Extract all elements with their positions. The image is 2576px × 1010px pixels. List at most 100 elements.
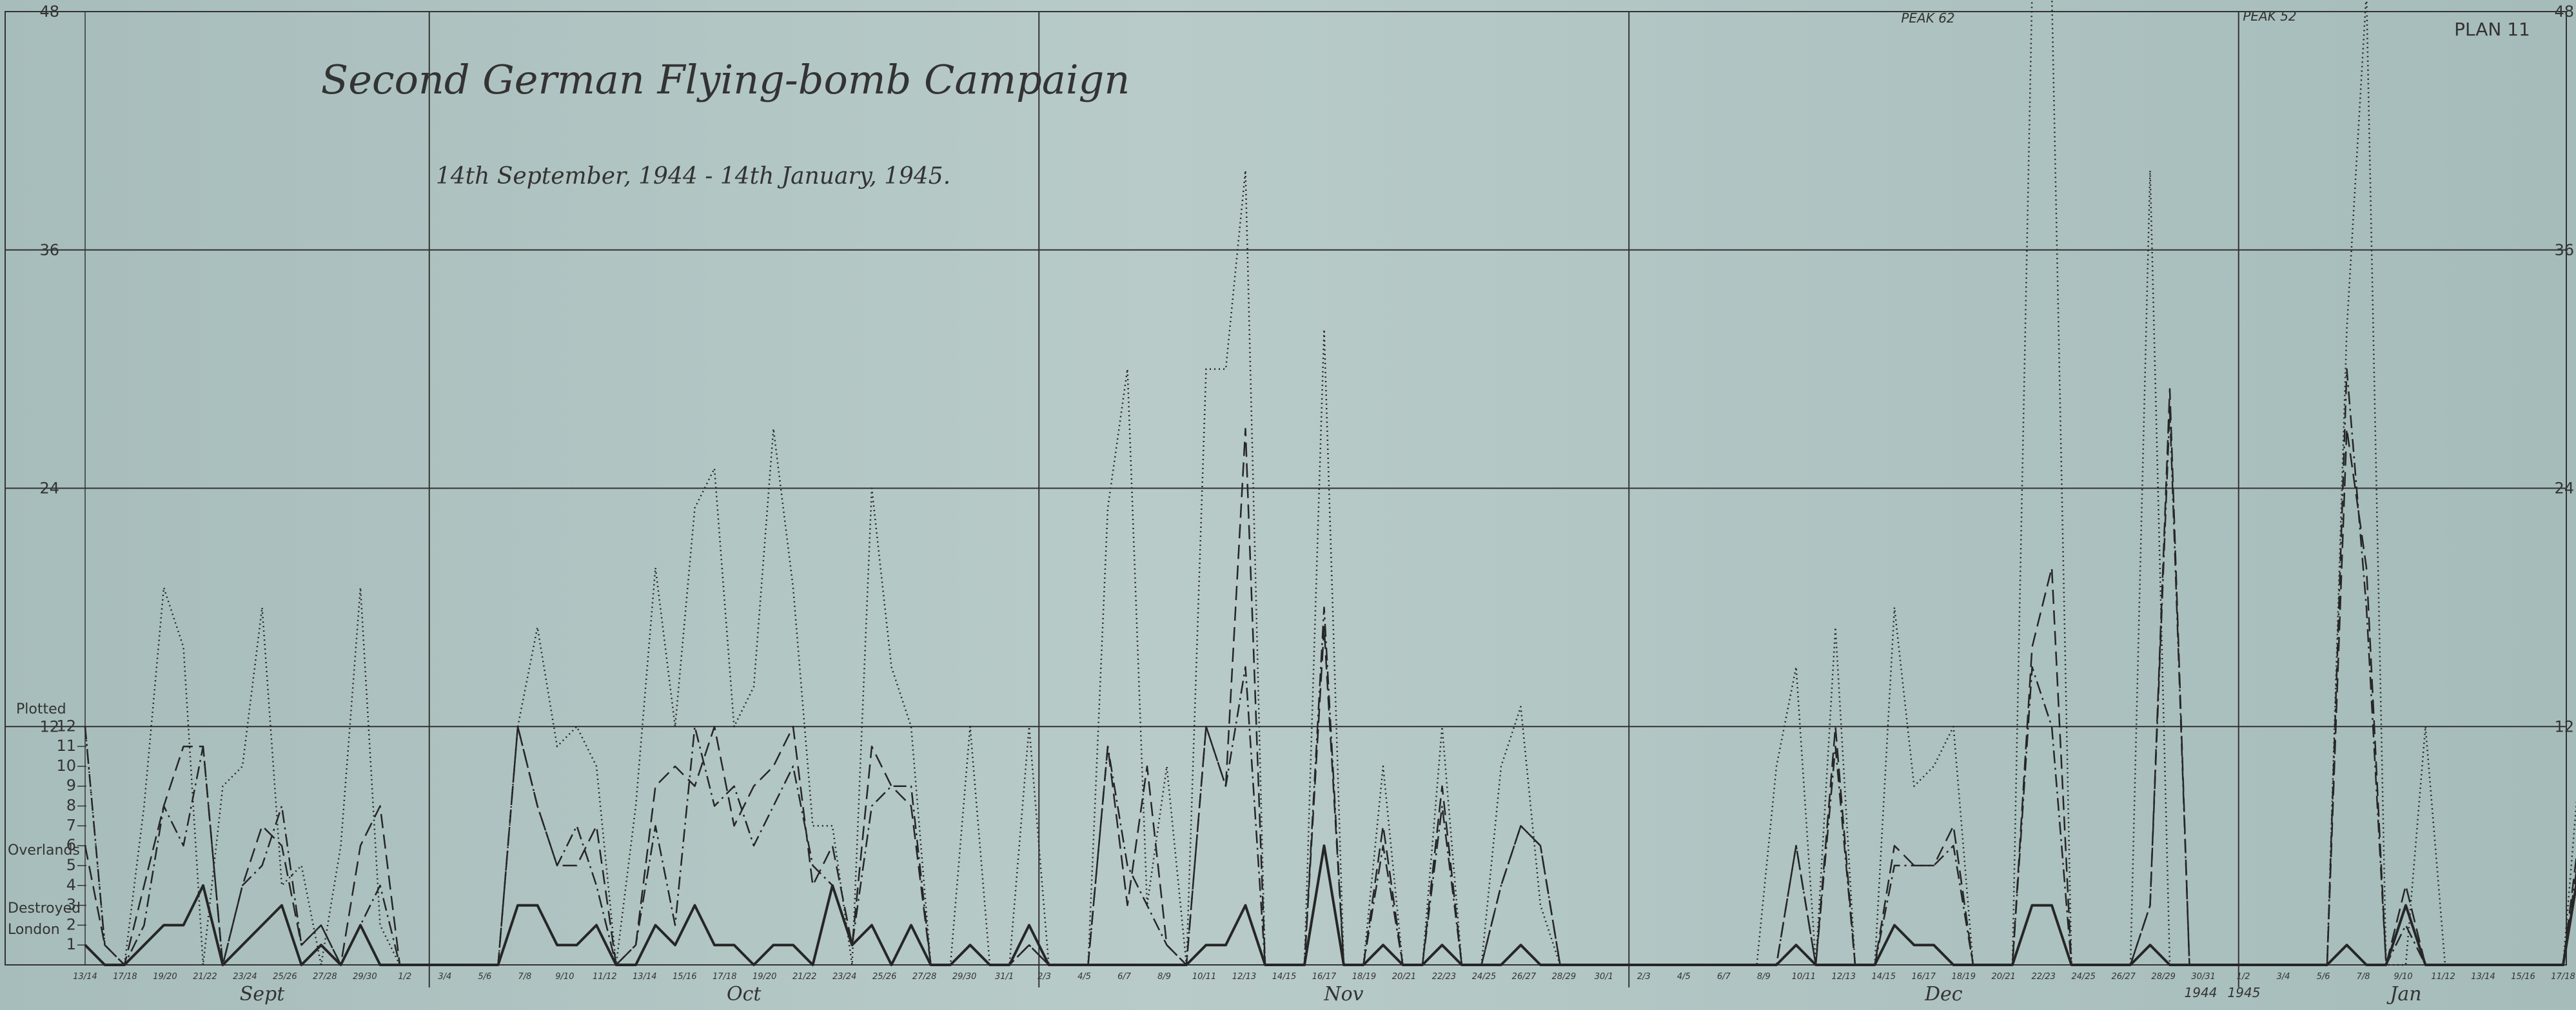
y-minor-label-9: 9 bbox=[66, 777, 76, 795]
x-tick-label: 3/4 bbox=[2277, 972, 2290, 982]
x-tick-label: 16/17 bbox=[1912, 972, 1936, 982]
plan-label: PLAN 11 bbox=[2454, 19, 2530, 40]
x-tick-label: 6/7 bbox=[1717, 972, 1731, 982]
y-minor-label-4: 4 bbox=[66, 876, 76, 894]
month-label-jan: Jan bbox=[2386, 983, 2421, 1005]
x-tick-label: 13/14 bbox=[73, 972, 97, 982]
x-tick-label: 25/26 bbox=[872, 972, 896, 982]
y-tick-label-24: 24 bbox=[39, 480, 59, 498]
x-tick-label: 29/30 bbox=[353, 972, 377, 982]
x-tick-label: 19/20 bbox=[752, 972, 776, 982]
month-label-oct: Oct bbox=[727, 983, 762, 1005]
x-tick-label: 27/28 bbox=[313, 972, 337, 982]
month-label-sept: Sept bbox=[240, 983, 286, 1005]
y-tick-label-right-48: 48 bbox=[2554, 3, 2574, 21]
x-tick-label: 12/13 bbox=[1232, 972, 1256, 982]
x-tick-label: 16/17 bbox=[1312, 972, 1337, 982]
x-tick-label: 12/13 bbox=[1832, 972, 1856, 982]
x-tick-label: 17/18 bbox=[2551, 972, 2575, 982]
x-tick-label: 25/26 bbox=[273, 972, 297, 982]
x-tick-label: 14/15 bbox=[1272, 972, 1296, 982]
series-line-london bbox=[84, 844, 2576, 966]
x-tick-label: 15/16 bbox=[2511, 972, 2535, 982]
series-lines bbox=[84, 0, 2576, 966]
x-tick-label: 26/27 bbox=[1512, 972, 1537, 982]
x-tick-label: 22/23 bbox=[1432, 972, 1456, 982]
y-tick-label-48: 48 bbox=[39, 3, 59, 21]
peak-annotation-1: PEAK 62 bbox=[1901, 10, 1954, 26]
x-tick-label: 1/2 bbox=[2237, 972, 2250, 982]
legend-destroyed: Destroyed bbox=[8, 900, 81, 917]
x-tick-label: 8/9 bbox=[1157, 972, 1171, 982]
chart-title: Second German Flying-bomb Campaign bbox=[321, 56, 1130, 103]
y-minor-label-8: 8 bbox=[66, 797, 76, 815]
x-tick-label: 23/24 bbox=[832, 972, 856, 982]
x-tick-label: 26/27 bbox=[2111, 972, 2136, 982]
x-tick-label: 11/12 bbox=[2431, 972, 2455, 982]
x-tick-label: 18/19 bbox=[1952, 972, 1976, 982]
x-tick-label: 5/6 bbox=[2317, 972, 2330, 982]
x-tick-label: 30/1 bbox=[1595, 972, 1613, 982]
y-tick-label-right-12: 12 bbox=[2554, 717, 2574, 735]
month-label-dec: Dec bbox=[1924, 983, 1963, 1005]
y-minor-label-12: 12 bbox=[56, 717, 76, 735]
x-tick-label: 28/29 bbox=[2151, 972, 2175, 982]
x-tick-label: 20/21 bbox=[1392, 972, 1416, 982]
x-tick-label: 1/2 bbox=[398, 972, 411, 982]
x-tick-label: 2/3 bbox=[1637, 972, 1651, 982]
x-tick-label: 4/5 bbox=[1077, 972, 1091, 982]
x-tick-label: 13/14 bbox=[633, 972, 656, 982]
x-tick-label: 10/11 bbox=[1192, 972, 1216, 982]
x-tick-label: 2/3 bbox=[1037, 972, 1051, 982]
x-tick-label: 4/5 bbox=[1677, 972, 1691, 982]
x-tick-label: 5/6 bbox=[478, 972, 491, 982]
y-minor-label-7: 7 bbox=[66, 816, 76, 834]
x-tick-label: 20/21 bbox=[1991, 972, 2015, 982]
x-tick-label: 27/28 bbox=[912, 972, 936, 982]
month-label-nov: Nov bbox=[1323, 983, 1363, 1005]
x-tick-label: 9/10 bbox=[555, 972, 574, 982]
peak-annotation-2: PEAK 52 bbox=[2243, 8, 2296, 24]
y-tick-label-12: 12 bbox=[39, 717, 59, 735]
x-tick-label: 15/16 bbox=[673, 972, 696, 982]
y-minor-label-11: 11 bbox=[56, 737, 76, 755]
x-tick-label: 7/8 bbox=[2357, 972, 2370, 982]
x-tick-label: 18/19 bbox=[1352, 972, 1376, 982]
chart-subtitle: 14th September, 1944 - 14th January, 194… bbox=[436, 163, 950, 189]
x-tick-label: 19/20 bbox=[153, 972, 177, 982]
y-minor-label-1: 1 bbox=[66, 935, 76, 953]
y-minor-label-3: 3 bbox=[66, 896, 76, 914]
y-tick-label-36: 36 bbox=[39, 241, 59, 259]
y-tick-label-right-24: 24 bbox=[2554, 480, 2574, 498]
x-tick-label: 31/1 bbox=[995, 972, 1014, 982]
y-minor-label-6: 6 bbox=[66, 836, 76, 854]
x-tick-label: 14/15 bbox=[1872, 972, 1896, 982]
y-minor-label-2: 2 bbox=[66, 915, 76, 933]
x-tick-label: 7/8 bbox=[518, 972, 531, 982]
x-tick-label: 17/18 bbox=[713, 972, 736, 982]
y-tick-label-right-36: 36 bbox=[2554, 241, 2574, 259]
x-tick-label: 21/22 bbox=[193, 972, 217, 982]
x-tick-label: 8/9 bbox=[1757, 972, 1771, 982]
x-tick-label: 29/30 bbox=[952, 972, 976, 982]
x-tick-label: 17/18 bbox=[113, 972, 137, 982]
x-tick-label: 13/14 bbox=[2471, 972, 2495, 982]
x-tick-label: 10/11 bbox=[1792, 972, 1816, 982]
x-tick-label: 28/29 bbox=[1552, 972, 1576, 982]
x-tick-label: 21/22 bbox=[792, 972, 816, 982]
x-tick-label: 22/23 bbox=[2031, 972, 2055, 982]
x-tick-label: 9/10 bbox=[2394, 972, 2412, 982]
legend-overlands: Overlands bbox=[8, 842, 80, 859]
x-tick-label: 24/25 bbox=[1472, 972, 1496, 982]
x-tick-label: 30/31 bbox=[2191, 972, 2215, 982]
year-label-1944: 1944 bbox=[2185, 985, 2217, 1000]
x-tick-label: 11/12 bbox=[593, 972, 616, 982]
legend-london: London bbox=[8, 922, 60, 938]
x-tick-label: 24/25 bbox=[2071, 972, 2095, 982]
x-tick-label: 23/24 bbox=[233, 972, 257, 982]
year-label-1945: 1945 bbox=[2228, 985, 2261, 1000]
x-tick-label: 6/7 bbox=[1117, 972, 1132, 982]
y-minor-label-5: 5 bbox=[66, 856, 76, 874]
